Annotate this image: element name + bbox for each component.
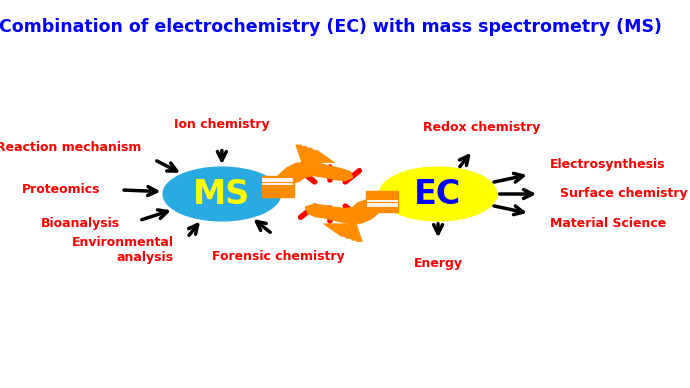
Polygon shape [296, 145, 309, 163]
Polygon shape [306, 148, 326, 163]
Text: Redox chemistry: Redox chemistry [423, 121, 540, 134]
Polygon shape [340, 224, 357, 240]
Polygon shape [277, 162, 353, 184]
Text: Energy: Energy [413, 257, 462, 270]
FancyBboxPatch shape [366, 191, 398, 212]
Text: Proteomics: Proteomics [21, 183, 100, 196]
Polygon shape [332, 224, 353, 239]
Text: Reaction mechanism: Reaction mechanism [0, 142, 141, 154]
Ellipse shape [380, 167, 497, 221]
Polygon shape [311, 150, 335, 163]
Polygon shape [301, 146, 318, 163]
Text: Surface chemistry: Surface chemistry [560, 187, 688, 201]
Text: Bioanalysis: Bioanalysis [41, 217, 120, 230]
Text: Material Science: Material Science [550, 217, 666, 230]
Text: Forensic chemistry: Forensic chemistry [212, 250, 344, 263]
Text: Electrosynthesis: Electrosynthesis [550, 158, 665, 171]
Text: Environmental
analysis: Environmental analysis [72, 236, 174, 264]
Text: EC: EC [415, 177, 462, 211]
Polygon shape [306, 200, 381, 223]
Text: Ion chemistry: Ion chemistry [174, 118, 270, 131]
Polygon shape [348, 224, 362, 241]
Text: MS: MS [193, 177, 250, 211]
Polygon shape [324, 224, 347, 236]
Text: Combination of electrochemistry (EC) with mass spectrometry (MS): Combination of electrochemistry (EC) wit… [0, 18, 662, 36]
Ellipse shape [163, 167, 281, 221]
FancyBboxPatch shape [262, 176, 294, 197]
